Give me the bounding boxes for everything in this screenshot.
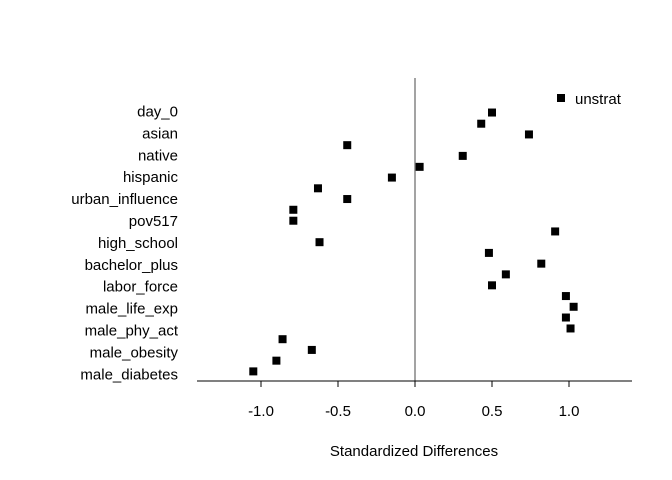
x-axis-ticks: -1.0 -0.5 0.0 0.5 1.0	[248, 381, 579, 420]
data-point	[278, 335, 287, 344]
y-category-label: pov517	[129, 213, 178, 230]
data-point	[249, 367, 258, 376]
y-category-label: labor_force	[103, 279, 178, 296]
data-point	[488, 108, 496, 117]
y-category-label: asian	[142, 125, 178, 142]
y-category-label: male_obesity	[90, 344, 179, 361]
data-point	[415, 162, 424, 171]
y-category-label: hispanic	[123, 169, 179, 186]
data-point	[569, 302, 578, 311]
y-category-label: day_0	[137, 104, 178, 121]
data-point	[289, 216, 298, 225]
x-tick-label: -1.0	[248, 403, 274, 420]
legend: unstrat	[557, 91, 622, 108]
legend-marker-unstrat	[557, 94, 565, 102]
data-point	[307, 345, 316, 354]
y-category-label: native	[138, 147, 178, 164]
data-point	[289, 205, 298, 214]
data-point	[343, 195, 352, 204]
x-tick-label: -0.5	[325, 403, 351, 420]
data-point	[484, 248, 493, 257]
data-point	[537, 259, 546, 268]
y-category-label: bachelor_plus	[85, 257, 178, 274]
data-point	[313, 184, 322, 193]
legend-label-unstrat: unstrat	[575, 91, 622, 108]
data-point	[387, 173, 396, 182]
data-point	[272, 356, 281, 365]
y-category-label: high_school	[98, 235, 178, 252]
data-point	[561, 292, 570, 301]
x-tick-label: 0.5	[482, 403, 503, 420]
data-point	[524, 130, 533, 139]
x-axis-title: Standardized Differences	[330, 443, 498, 460]
data-point	[458, 151, 467, 160]
data-point	[488, 281, 496, 290]
data-points	[249, 108, 578, 376]
x-tick-label: 1.0	[559, 403, 580, 420]
data-point	[566, 324, 575, 333]
data-point	[551, 227, 560, 236]
data-point	[315, 238, 324, 247]
data-point	[477, 119, 486, 128]
data-point	[501, 270, 510, 279]
x-tick-label: 0.0	[405, 403, 426, 420]
data-point	[561, 313, 570, 322]
y-category-label: urban_influence	[71, 191, 178, 208]
y-category-label: male_diabetes	[80, 366, 178, 383]
y-category-label: male_life_exp	[85, 301, 178, 318]
data-point	[343, 141, 352, 150]
y-category-label: male_phy_act	[85, 323, 179, 340]
